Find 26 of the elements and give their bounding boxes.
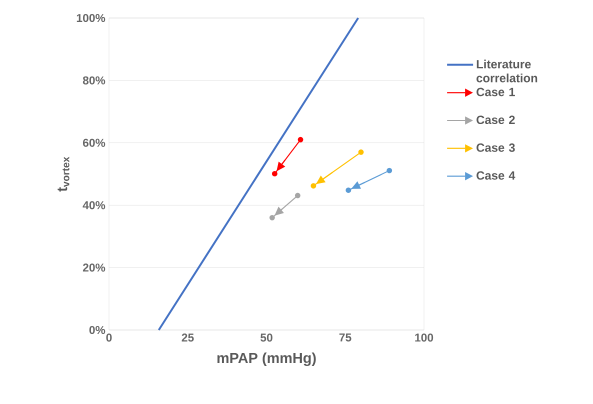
- legend-label: Literature correlation: [476, 60, 538, 82]
- x-tick-label: 75: [339, 334, 352, 342]
- point: [346, 187, 352, 193]
- point: [298, 136, 304, 142]
- y-tick-label: 80%: [82, 76, 106, 84]
- point: [272, 170, 278, 176]
- x-tick-label: 50: [260, 334, 272, 342]
- legend-label: Case 3: [476, 143, 515, 152]
- legend-label: Case 2: [476, 116, 515, 124]
- y-tick-label: 100%: [76, 14, 106, 22]
- y-tick-label: 0%: [89, 326, 106, 334]
- y-tick-label: 40%: [82, 201, 106, 210]
- x-tick-label: 100: [415, 334, 434, 342]
- point: [294, 192, 300, 198]
- y-tick-label: 20%: [82, 264, 106, 272]
- legend-label: Case 1: [476, 88, 515, 96]
- x-axis-title: mPAP (mmHg): [217, 352, 316, 366]
- x-tick-label: 25: [182, 334, 194, 342]
- y-tick-label: 60%: [82, 138, 106, 147]
- y-axis-title: t$_{vortex}$: [58, 156, 70, 192]
- point: [386, 168, 392, 174]
- point: [358, 149, 364, 155]
- point: [269, 214, 275, 220]
- point: [310, 183, 316, 189]
- x-tick-label: 0: [106, 334, 112, 342]
- legend-label: Case 4: [476, 171, 516, 180]
